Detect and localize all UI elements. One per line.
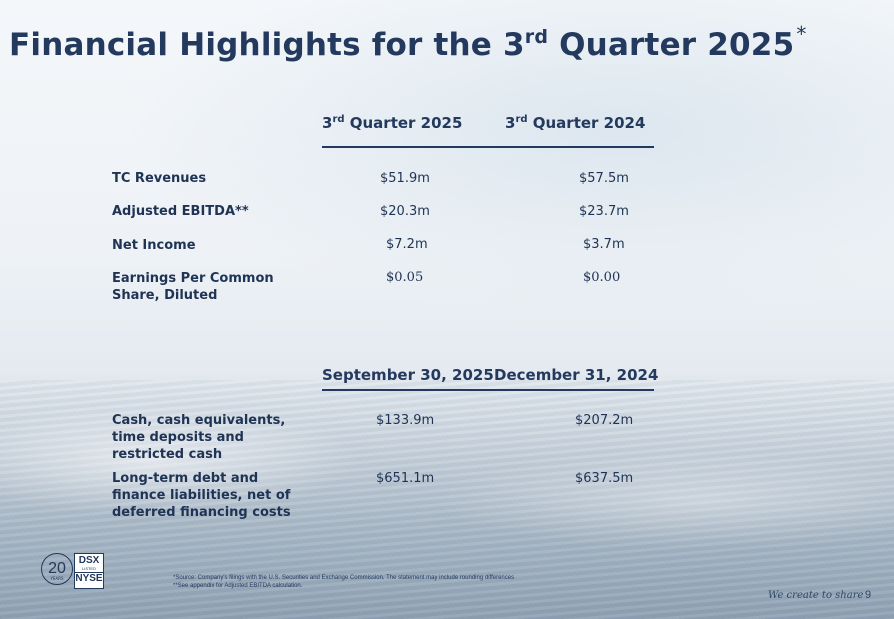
page-title: Financial Highlights for the 3rd Quarter… (9, 22, 807, 63)
nyse-listing-badge: DSX LISTED NYSE (74, 553, 104, 589)
footer-tagline: We create to share (768, 590, 864, 601)
column-header-q3-2025: 3rd Quarter 2025 (322, 114, 463, 132)
anniversary-logo: 20 YEARS (41, 553, 73, 585)
anniversary-years-label: YEARS (50, 576, 64, 581)
anniversary-years-number: 20 (48, 560, 66, 577)
footnote-source: *Source: Company's filings with the U.S.… (173, 575, 515, 581)
row-label-cash: Cash, cash equivalents, time deposits an… (112, 413, 286, 462)
balance-header-divider (322, 389, 654, 391)
row-label-tc-revenues: TC Revenues (112, 171, 207, 186)
listed-label: LISTED (81, 566, 96, 571)
header-divider (322, 146, 654, 148)
value-cash-dec-2024: $207.2m (575, 413, 634, 428)
value-adjusted-ebitda-2024: $23.7m (579, 204, 629, 219)
value-net-income-2025: $7.2m (386, 237, 428, 252)
row-label-adjusted-ebitda: Adjusted EBITDA** (112, 204, 249, 219)
row-label-long-term-debt: Long-term debt and finance liabilities, … (112, 471, 291, 520)
value-tc-revenues-2025: $51.9m (380, 171, 430, 186)
value-tc-revenues-2024: $57.5m (579, 171, 629, 186)
value-net-income-2024: $3.7m (583, 237, 625, 252)
column-header-q3-2024: 3rd Quarter 2024 (505, 114, 646, 132)
page-number: 9 (865, 589, 872, 601)
footnote-ebitda: **See appendix for Adjusted EBITDA calcu… (173, 583, 303, 589)
value-debt-sep-2025: $651.1m (376, 471, 435, 486)
background-sea (0, 380, 894, 619)
row-label-eps: Earnings Per Common Share, Diluted (112, 271, 274, 303)
row-label-net-income: Net Income (112, 238, 196, 253)
value-adjusted-ebitda-2025: $20.3m (380, 204, 430, 219)
ticker-symbol: DSX (78, 555, 100, 566)
exchange-name: NYSE (75, 572, 103, 584)
column-header-dec-2024: December 31, 2024 (494, 366, 659, 384)
column-header-sep-2025: September 30, 2025 (322, 366, 494, 384)
value-debt-dec-2024: $637.5m (575, 471, 634, 486)
value-cash-sep-2025: $133.9m (376, 413, 435, 428)
value-eps-2025: $0.05 (386, 270, 424, 285)
value-eps-2024: $0.00 (583, 270, 621, 285)
